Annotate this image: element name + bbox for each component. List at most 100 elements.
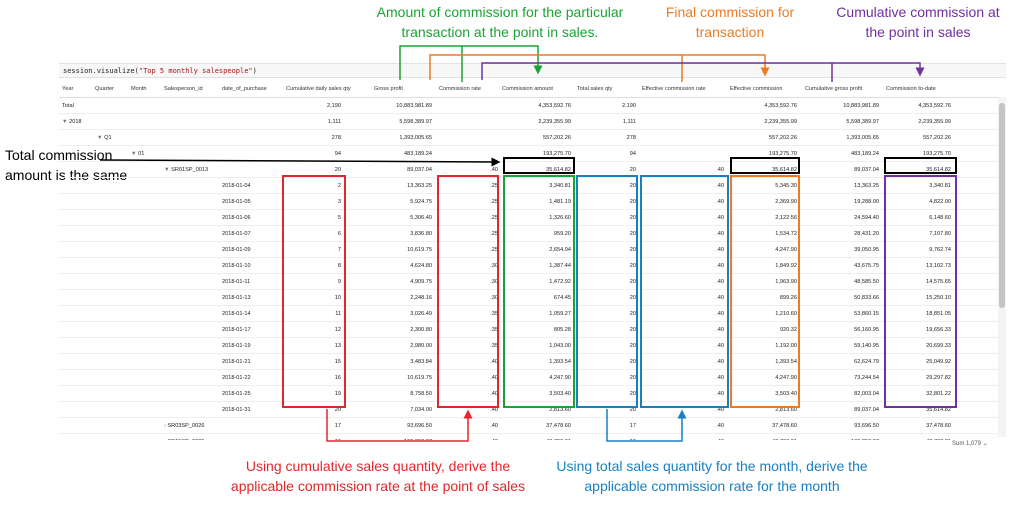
row-label[interactable]: › SR03SP_0026 — [164, 423, 204, 429]
table-row[interactable]: 2018-01-09 7 10,619.75 .25 2,654.94 20 .40 4,24… — [59, 242, 999, 258]
cell-comm-todate: 35,614.82 — [926, 167, 951, 173]
header-cum-gross[interactable]: Cumulative gross profit — [805, 86, 863, 92]
table-row[interactable]: › SR03SP_0026 17 93,696.50 .40 37,478.60 17 .4… — [59, 418, 999, 434]
cell-eff-rate: .40 — [716, 183, 724, 189]
header-comm-todate[interactable]: Commission to-date — [886, 86, 936, 92]
cell-cum-gross: 59,140.95 — [854, 343, 879, 349]
cell-comm-rate: .25 — [490, 215, 498, 221]
table-row[interactable]: 2018-01-06 5 5,306.40 .25 1,326.60 20 .40 2,122… — [59, 210, 999, 226]
row-label[interactable]: ▼ SR01SP_0013 — [164, 167, 208, 173]
orange-callout: Final commission for transaction — [665, 4, 795, 40]
cell-eff-rate: .40 — [716, 295, 724, 301]
table-row[interactable]: › SR15SP_0025 19 109,258.27 .40 43,703.31 19.… — [59, 434, 999, 440]
row-label-text: Q1 — [104, 135, 112, 141]
cell-comm-todate: 18,851.05 — [926, 311, 951, 317]
header-gross[interactable]: Gross profit — [374, 86, 403, 92]
cell-eff-comm: 5,345.30 — [775, 183, 797, 189]
table-row[interactable]: 2018-01-22 16 10,619.75 .40 4,247.90 20 .40 4,2… — [59, 370, 999, 386]
row-label[interactable]: ▼ 2018 — [62, 119, 82, 125]
row-label: 2018-01-25 — [222, 391, 251, 397]
cell-eff-rate: .40 — [716, 263, 724, 269]
header-eff-comm[interactable]: Effective commission — [730, 86, 783, 92]
cell-cum-gross: 62,624.79 — [854, 359, 879, 365]
cell-cum-gross: 89,037.04 — [854, 167, 879, 173]
row-label[interactable]: › SR15SP_0025 — [164, 439, 204, 440]
orange-connector — [429, 54, 770, 80]
table-row[interactable]: 2018-01-14 11 3,026.49 .35 1,059.27 20 .40 1,21… — [59, 306, 999, 322]
table-row[interactable]: 2018-01-13 10 2,248.16 .30 674.45 20 .40 899.26… — [59, 290, 999, 306]
table-row[interactable]: ▼ 2018 1,111 5,598,389.97 2,239,355.99 1,111… — [59, 114, 999, 130]
cell-cum-gross: 48,585.50 — [854, 279, 879, 285]
header-eff-rate[interactable]: Effective commission rate — [642, 86, 706, 92]
table-row[interactable]: 2018-01-21 15 3,483.84 .40 1,393.54 20 .40 1,39… — [59, 354, 999, 370]
table-row[interactable]: 2018-01-17 12 2,300.80 .35 805.28 20 .40 920.32… — [59, 322, 999, 338]
row-label: 2018-01-17 — [222, 327, 251, 333]
purple-callout: Cumulative commission at the point in sa… — [836, 4, 1000, 40]
cell-cum-qty: 6 — [337, 231, 341, 237]
table-row[interactable]: ▼ SR01SP_0013 20 89,037.04 .40 35,614.82 20 .4… — [59, 162, 999, 178]
header-year[interactable]: Year — [62, 86, 74, 92]
chevron-down-icon[interactable]: ▼ — [131, 151, 139, 157]
table-row[interactable]: 2018-01-11 9 4,909.75 .30 1,472.92 20 .40 1,963… — [59, 274, 999, 290]
header-comm-amt[interactable]: Commission amount — [502, 86, 553, 92]
cell-cum-gross: 82,003.04 — [854, 391, 879, 397]
header-comm-rate[interactable]: Commission rate — [439, 86, 481, 92]
table-row[interactable]: ▼ 01 94 483,189.24 193,275.70 94 193,275.70 48… — [59, 146, 999, 162]
chevron-down-icon[interactable]: ▼ — [97, 135, 105, 141]
table-row[interactable]: 2018-01-05 3 5,924.75 .25 1,481.19 20 .40 2,369… — [59, 194, 999, 210]
table-row[interactable]: 2018-01-19 13 2,980.00 .35 1,043.00 20 .40 1,19… — [59, 338, 999, 354]
cell-comm-amt: 1,059.27 — [549, 311, 571, 317]
cell-eff-rate: .40 — [716, 247, 724, 253]
cell-comm-rate: .40 — [490, 375, 498, 381]
cell-comm-todate: 3,340.81 — [929, 183, 951, 189]
cell-total-qty: 20 — [629, 375, 636, 381]
cell-cum-gross: 1,393,005.65 — [846, 135, 879, 141]
vertical-scrollbar[interactable] — [998, 97, 1006, 437]
cell-total-qty: 17 — [629, 423, 636, 429]
chevron-down-icon[interactable]: ⌄ — [982, 441, 988, 447]
cell-eff-comm: 4,247.90 — [775, 247, 797, 253]
comm-amt-highlight-box — [503, 175, 575, 408]
table-row[interactable]: 2018-01-04 2 13,363.25 .25 3,340.81 20 .40 5,34… — [59, 178, 999, 194]
pivot-table[interactable]: Year Quarter Month Salesperson_id date_o… — [59, 82, 999, 440]
table-row[interactable]: 2018-01-25 19 8,758.50 .40 3,503.40 20 .40 3,50… — [59, 386, 999, 402]
cell-comm-rate: .40 — [490, 359, 498, 365]
blue-callout: Using total sales quantity for the month… — [556, 458, 868, 494]
table-row[interactable]: 2018-01-10 8 4,624.80 .30 1,387.44 20 .40 1,849… — [59, 258, 999, 274]
header-total-qty[interactable]: Total sales qty — [577, 86, 613, 92]
table-row[interactable]: 2018-01-07 6 3,836.80 .25 959.20 20 .40 1,534.7… — [59, 226, 999, 242]
row-label[interactable]: ▼ 01 — [131, 151, 144, 157]
cell-eff-comm: 193,275.70 — [769, 151, 797, 157]
cell-comm-amt: 1,472.92 — [549, 279, 571, 285]
header-date[interactable]: date_of_purchase — [222, 86, 267, 92]
chevron-right-icon[interactable]: › — [164, 439, 167, 440]
cell-cum-gross: 109,258.27 — [801, 439, 879, 440]
cell-eff-rate: .40 — [716, 167, 724, 173]
row-label-text: 2018-01-17 — [222, 327, 251, 333]
header-quarter[interactable]: Quarter — [95, 86, 114, 92]
table-row[interactable]: 2018-01-31 20 7,034.00 .40 2,813.60 20 .40 2,81… — [59, 402, 999, 418]
header-cum-qty[interactable]: Cumulative daily sales qty — [286, 86, 351, 92]
chevron-right-icon[interactable]: › — [164, 423, 168, 429]
cell-total-qty: 20 — [629, 295, 636, 301]
black-arrow — [99, 157, 501, 167]
table-row[interactable]: ▼ Q1 278 1,393,005.65 557,202.26 278 557,202.… — [59, 130, 999, 146]
cell-comm-rate: .40 — [490, 423, 498, 429]
cell-gross: 5,598,389.97 — [399, 119, 432, 125]
cell-comm-amt: 37,478.60 — [546, 423, 571, 429]
sum-status: Sum 1,079 ⌄ — [952, 440, 988, 447]
header-month[interactable]: Month — [131, 86, 147, 92]
row-label: 2018-01-05 — [222, 199, 251, 205]
scroll-thumb[interactable] — [999, 103, 1005, 308]
cell-gross: 10,619.75 — [407, 375, 432, 381]
chevron-down-icon[interactable]: ▼ — [62, 119, 70, 125]
cell-eff-comm: 43,703.31 — [728, 439, 797, 440]
cell-comm-rate: .40 — [436, 439, 498, 440]
cell-eff-rate: .40 — [640, 439, 724, 440]
cell-eff-rate: .40 — [716, 359, 724, 365]
cell-cum-gross: 43,675.75 — [854, 263, 879, 269]
header-salesperson[interactable]: Salesperson_id — [164, 86, 203, 92]
row-label[interactable]: ▼ Q1 — [97, 135, 112, 141]
chevron-down-icon[interactable]: ▼ — [164, 167, 172, 173]
table-row[interactable]: Total 2,190 10,883,981.89 4,353,592.76 2,190… — [59, 98, 999, 114]
